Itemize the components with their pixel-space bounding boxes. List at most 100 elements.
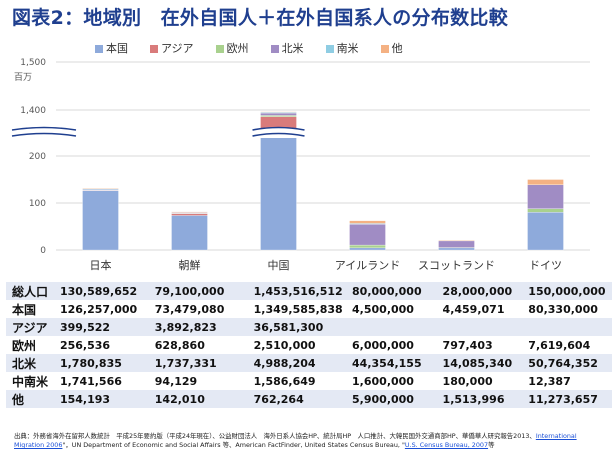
table-cell: 1,453,516,512	[249, 282, 349, 300]
legend-label: 北米	[281, 42, 304, 55]
table-cell: 1,349,585,838	[249, 300, 349, 318]
bar-segment	[82, 190, 119, 251]
legend-label: 南米	[336, 42, 359, 55]
table-row: 北米 1,780,835 1,737,331 4,988,204 44,354,155 1…	[6, 354, 612, 372]
table-cell: 7,619,604	[524, 336, 612, 354]
table-cell	[524, 318, 612, 336]
source-link-census[interactable]: U.S. Census Bureau, 2007	[404, 441, 489, 449]
legend-item: 他	[380, 40, 403, 56]
table-cell: 4,459,071	[438, 300, 525, 318]
table-cell	[438, 318, 525, 336]
x-tick-label: 日本	[90, 258, 112, 272]
bar-segment	[438, 239, 475, 241]
table-row: 本国 126,257,000 73,479,080 1,349,585,838 4,50…	[6, 300, 612, 318]
table-row: 中南米 1,741,566 94,129 1,586,649 1,600,000 180,…	[6, 372, 612, 390]
axis-break-mark	[11, 132, 77, 137]
bar-segment	[171, 213, 208, 216]
bar-segment	[349, 224, 386, 246]
y-tick-label: 1,500	[20, 58, 46, 68]
table-row: 他 154,193 142,010 762,264 5,900,000 1,513,996…	[6, 390, 612, 408]
x-tick-label: ドイツ	[529, 259, 562, 272]
legend-swatch	[325, 45, 334, 53]
source-text-3: 等	[488, 441, 495, 449]
table-cell: 150,000,000	[524, 282, 612, 300]
legend-label: 本国	[106, 42, 128, 55]
table-cell: 1,780,835	[53, 354, 151, 372]
table-cell: 628,860	[150, 336, 250, 354]
bar-segment	[260, 111, 297, 113]
legend-swatch	[95, 45, 103, 53]
y-tick-label: 0	[40, 246, 46, 256]
axis-break-mark	[252, 126, 305, 131]
table-cell: 1,586,649	[249, 372, 349, 390]
legend-label: 欧州	[226, 42, 249, 55]
table-cell: 1,737,331	[150, 354, 250, 372]
y-tick-label: 200	[29, 152, 46, 162]
axis-break-mark	[252, 132, 305, 137]
table-cell: 126,257,000	[53, 300, 151, 318]
x-tick-label: スコットランド	[418, 259, 495, 272]
row-label: 中南米	[6, 372, 54, 390]
table-cell: 6,000,000	[348, 336, 439, 354]
table-cell: 256,536	[53, 336, 151, 354]
table-cell: 1,600,000	[348, 372, 439, 390]
legend-swatch	[380, 45, 389, 53]
table-cell: 28,000,000	[438, 282, 525, 300]
bar-segment	[82, 187, 119, 189]
bar-segment	[349, 220, 386, 224]
table-cell: 142,010	[150, 390, 250, 408]
bar-segment	[171, 211, 208, 213]
bar-segment	[260, 134, 297, 251]
table-cell: 130,589,652	[53, 282, 151, 300]
row-label: 欧州	[6, 336, 54, 354]
table-cell: 80,330,000	[524, 300, 612, 318]
bar-segment	[171, 215, 208, 251]
table-cell: 94,129	[150, 372, 250, 390]
row-label: 北米	[6, 354, 54, 372]
y-tick-label: 1,400	[20, 106, 46, 116]
table-row: 欧州 256,536 628,860 2,510,000 6,000,000 797,40…	[6, 336, 612, 354]
page-title: 図表2：地域別 在外自国人＋在外自国系人の分布数比較	[12, 7, 509, 29]
legend-swatch	[150, 45, 158, 53]
table-cell: 79,100,000	[150, 282, 250, 300]
x-tick-label: アイルランド	[335, 259, 400, 272]
legend-swatch	[215, 45, 224, 53]
table-cell: 73,479,080	[150, 300, 250, 318]
table-cell: 762,264	[249, 390, 349, 408]
source-link-international-migration[interactable]: International Migration 2006	[14, 432, 577, 449]
source-note: 出典：外務省海外在留邦人数統計 平成25年要約版（平成24年現在）、公益財団法人…	[14, 432, 604, 450]
bar-segment	[527, 208, 564, 213]
row-label: 他	[6, 390, 54, 408]
axis-break-mark	[11, 126, 77, 131]
legend-item: 本国	[95, 40, 128, 56]
table-cell: 180,000	[438, 372, 525, 390]
table-cell: 4,500,000	[348, 300, 439, 318]
bar-segment	[527, 184, 564, 209]
chart-legend: 本国 アジア 欧州 北米 南米 他	[95, 40, 515, 56]
table-cell: 12,387	[524, 372, 612, 390]
bar-segment	[260, 115, 297, 117]
y-axis-unit: 百万	[14, 72, 32, 83]
table-cell: 11,273,657	[524, 390, 612, 408]
table-cell: 44,354,155	[348, 354, 439, 372]
table-cell: 399,522	[53, 318, 151, 336]
legend-item: 南米	[325, 40, 359, 56]
table-cell: 1,741,566	[53, 372, 151, 390]
table-cell: 797,403	[438, 336, 525, 354]
table-cell: 14,085,340	[438, 354, 525, 372]
bar-segment	[349, 244, 386, 249]
source-text-2: "，UN Department of Economic and Social A…	[62, 441, 405, 449]
table-row: アジア 399,522 3,892,823 36,581,300	[6, 318, 612, 336]
table-cell: 1,513,996	[438, 390, 525, 408]
bar-segment	[438, 240, 475, 248]
legend-item: アジア	[150, 40, 194, 56]
table-cell: 50,764,352	[524, 354, 612, 372]
table-cell: 2,510,000	[249, 336, 349, 354]
legend-label: 他	[391, 42, 403, 55]
table-cell: 80,000,000	[348, 282, 439, 300]
source-text: 出典：外務省海外在留邦人数統計 平成25年要約版（平成24年現在）、公益財団法人…	[14, 432, 536, 440]
y-tick-label: 100	[29, 199, 46, 209]
table-cell: 5,900,000	[348, 390, 439, 408]
row-label: 総人口	[6, 282, 54, 300]
